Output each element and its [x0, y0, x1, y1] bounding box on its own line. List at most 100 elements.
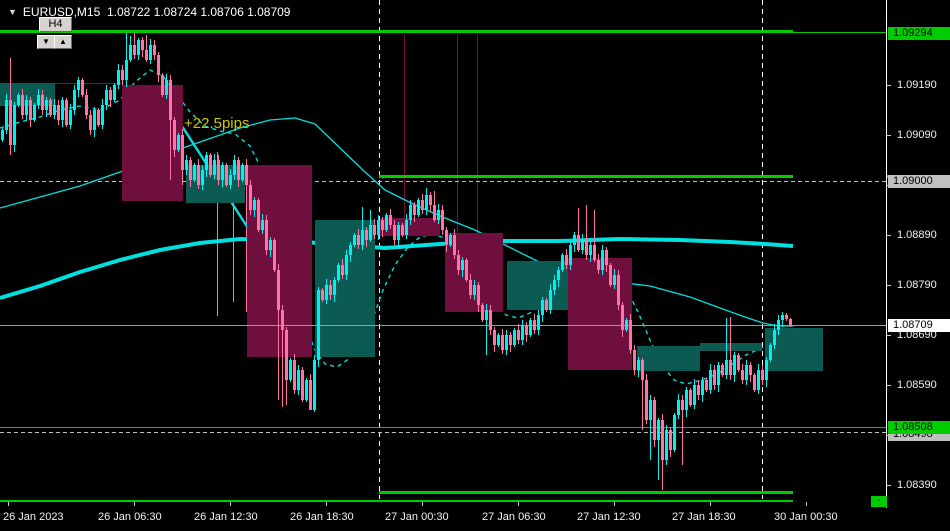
candle-body [289, 360, 292, 380]
candle-body [773, 330, 776, 345]
time-tick [806, 502, 807, 506]
candle-body [701, 380, 704, 395]
candle-body [337, 265, 340, 280]
candle-body [469, 280, 472, 295]
candle-wick [658, 418, 659, 480]
candle-body [737, 355, 740, 370]
level-lines-layer [0, 30, 886, 494]
candle-body [233, 160, 236, 175]
candle-wick [682, 395, 683, 465]
candle-body [681, 400, 684, 410]
timeframe-down-button[interactable]: ▼ [37, 35, 55, 49]
candle-body [149, 45, 152, 60]
candle-body [733, 355, 736, 375]
price-badge-gray: 1.09000 [888, 175, 950, 188]
candle-body [229, 175, 232, 185]
candle-body [161, 75, 164, 95]
candle-body [309, 380, 312, 410]
candle-body [29, 100, 32, 120]
candle-body [429, 195, 432, 205]
candle-body [245, 165, 248, 185]
zone-bear [247, 165, 312, 357]
candle-body [141, 40, 144, 50]
candle-body [665, 430, 668, 460]
candle-body [749, 365, 752, 375]
candle-body [561, 255, 564, 270]
price-badge-green: 1.09294 [888, 27, 950, 40]
candle-body [529, 320, 532, 335]
candle-body [237, 160, 240, 180]
candle-body [409, 205, 412, 220]
time-axis-label: 30 Jan 00:30 [774, 511, 838, 523]
candle-body [581, 240, 584, 250]
candle-body [265, 220, 268, 250]
candle-body [361, 230, 364, 245]
candle-body [673, 415, 676, 450]
time-tick [518, 502, 519, 506]
candle-body [457, 255, 460, 270]
zone-bull [700, 343, 762, 351]
candle-body [745, 365, 748, 380]
time-axis-label: 27 Jan 06:30 [482, 511, 546, 523]
candle-body [69, 110, 72, 125]
current-price-line [0, 325, 886, 326]
candle-body [593, 245, 596, 260]
candle-body [705, 380, 708, 390]
candle-body [353, 235, 356, 245]
candle-body [225, 165, 228, 185]
candle-body [341, 265, 344, 275]
candle-body [365, 230, 368, 240]
price-tick [886, 385, 891, 386]
candle-body [461, 260, 464, 270]
timeframe-up-button[interactable]: ▲ [54, 35, 72, 49]
clipped-level-badge: - [871, 496, 887, 507]
time-tick [230, 502, 231, 506]
candle-body [625, 320, 628, 330]
candle-body [697, 385, 700, 395]
candle-body [369, 225, 372, 240]
candle-body [617, 275, 620, 305]
candle-body [769, 345, 772, 360]
candle-body [405, 220, 408, 235]
candle-body [173, 120, 176, 150]
candle-body [685, 390, 688, 410]
price-axis-label: 1.09090 [897, 129, 937, 141]
candle-body [65, 100, 68, 125]
candle-body [653, 400, 656, 440]
candle-body [433, 205, 436, 220]
candle-body [601, 250, 604, 270]
candle-body [197, 165, 200, 185]
candle-body [21, 95, 24, 115]
candle-body [709, 370, 712, 390]
candle-body [713, 370, 716, 385]
candle-body [81, 80, 84, 95]
candle-body [185, 160, 188, 170]
candle-body [281, 310, 284, 330]
candle-body [557, 270, 560, 280]
candle-body [465, 260, 468, 280]
candle-body [97, 110, 100, 125]
candle-body [189, 160, 192, 180]
candle-body [549, 290, 552, 310]
candle-body [217, 160, 220, 180]
candle-body [785, 315, 788, 319]
price-tick [886, 485, 891, 486]
candle-body [349, 245, 352, 255]
candle-body [169, 80, 172, 120]
candle-body [445, 230, 448, 245]
chart-area[interactable]: ▼ EURUSD,M15 1.08722 1.08724 1.08706 1.08… [0, 0, 886, 500]
price-badge-white: 1.08709 [888, 319, 950, 332]
candle-body [285, 330, 288, 380]
timeframe-button[interactable]: H4 [39, 17, 72, 32]
candle-body [325, 285, 328, 300]
candle-body [541, 300, 544, 315]
candle-body [393, 225, 396, 240]
candle-body [77, 80, 80, 90]
chart-dropdown-icon[interactable]: ▼ [8, 7, 17, 17]
candle-body [417, 200, 420, 215]
candle-body [777, 320, 780, 330]
candle-body [61, 100, 64, 120]
candle-body [565, 255, 568, 265]
candle-body [317, 290, 320, 360]
